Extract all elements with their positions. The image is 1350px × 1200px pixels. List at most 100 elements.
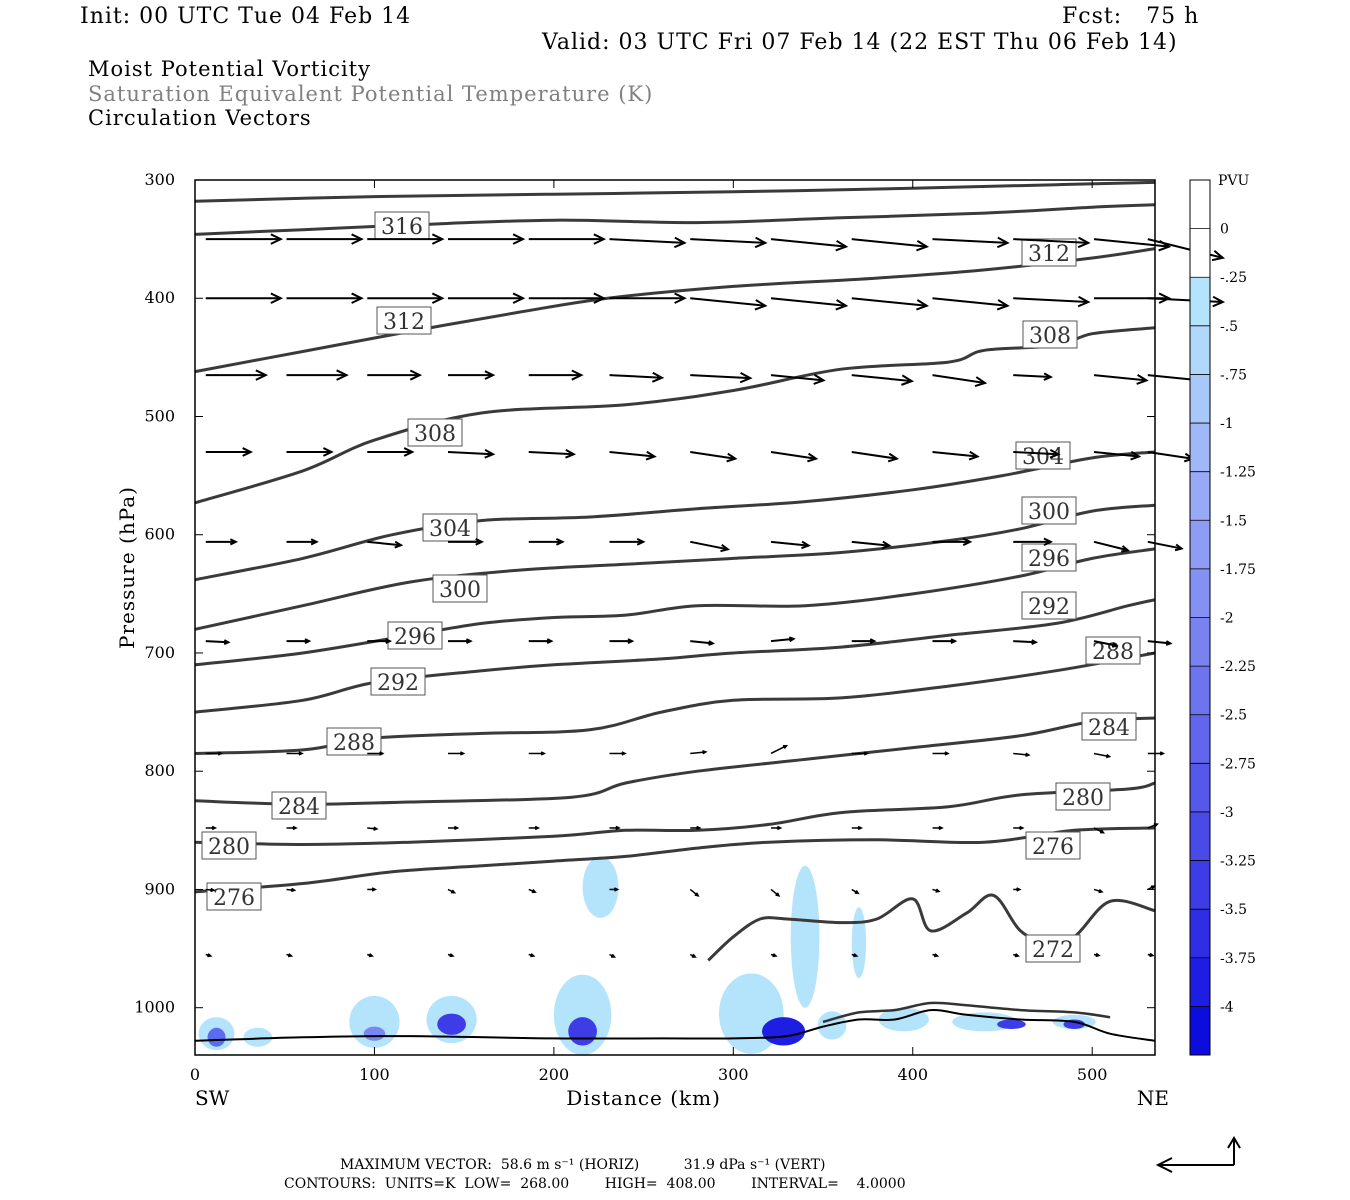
circulation-vectors (205, 233, 1226, 958)
vector-shaft (1013, 752, 1029, 756)
vector-head (1049, 449, 1061, 459)
vector-shaft (609, 374, 663, 379)
x-tick-label: 500 (1077, 1065, 1108, 1084)
x-tick-label: 100 (359, 1065, 390, 1084)
colorbar-segment (1190, 1006, 1210, 1055)
vector-shaft (1093, 238, 1170, 248)
contour-label-304: 304 (422, 513, 478, 542)
vector-head (901, 374, 915, 386)
contour-label-box (1025, 934, 1081, 963)
colorbar-tick-label: -3.75 (1220, 951, 1256, 967)
x-tick-label: 400 (897, 1065, 928, 1084)
contour-label-box (1025, 831, 1081, 860)
vector-head (854, 890, 860, 895)
vector-shaft (851, 374, 912, 383)
vector-head (453, 825, 460, 831)
vector-arrow (690, 540, 731, 553)
vector-arrow (609, 751, 627, 756)
vector-arrow (851, 953, 859, 958)
vector-shaft (690, 374, 751, 380)
vector-arrow (448, 537, 485, 546)
vector-head (1165, 640, 1173, 646)
contour-label-box (374, 211, 430, 240)
contour-label-text: 312 (1028, 242, 1070, 267)
contour-label-box (370, 667, 426, 696)
contour-label-text: 292 (377, 671, 419, 696)
vector-arrow (932, 825, 944, 831)
vector-arrow (205, 538, 239, 546)
colorbar: PVU 0 -.25 -.5 -.75 -1 -1.25 -1.5 -1.75 -2 -2.25 -2… (1189, 173, 1256, 1056)
colorbar-segment (1190, 763, 1210, 812)
vector-arrow (1013, 537, 1054, 546)
vector-head (394, 540, 404, 549)
pv-blob-6 (437, 1013, 466, 1035)
contour-label-text: 308 (1029, 324, 1071, 349)
vector-head (996, 299, 1010, 311)
vector-arrow (770, 888, 781, 897)
vector-head (627, 638, 635, 645)
vector-head (1031, 639, 1039, 645)
vector-arrow (205, 292, 284, 304)
valid-time: Valid: 03 UTC Fri 07 Feb 14 (22 EST Thu … (542, 30, 1178, 55)
vector-arrow (770, 953, 778, 958)
vector-head (270, 292, 284, 304)
vector-head (726, 452, 738, 463)
contour-label-box (201, 831, 257, 860)
colorbar-tick-label: -2.25 (1220, 659, 1256, 675)
vector-arrow (1013, 752, 1031, 757)
contour-line-312 (194, 247, 1156, 374)
vector-arrow (528, 825, 541, 831)
vector-shaft (690, 751, 706, 755)
vector-arrow (286, 292, 364, 304)
vector-arrow (528, 449, 577, 459)
colorbar-tick-label: -2 (1220, 611, 1234, 627)
vector-arrow (609, 537, 646, 546)
vector-head (593, 233, 607, 245)
vector-shaft (609, 238, 685, 244)
y-tick-label: 800 (144, 761, 175, 780)
contour-line-308 (194, 326, 1156, 505)
vector-head (754, 236, 768, 249)
vector-shaft (1093, 640, 1117, 647)
colorbar-unit: PVU (1218, 173, 1250, 189)
vector-head (530, 953, 536, 958)
vector-head (754, 299, 768, 311)
vector-head (1149, 952, 1155, 958)
max-vector-text: MAXIMUM VECTOR: 58.6 m s⁻¹ (HORIZ) 31.9 … (340, 1157, 826, 1173)
vector-arrow (932, 638, 958, 645)
vector-head (403, 447, 415, 457)
vector-head (287, 953, 294, 958)
vector-head (1099, 829, 1106, 834)
vector-arrow (1013, 887, 1022, 892)
colorbar-tick-label: -.75 (1220, 367, 1247, 383)
vector-arrow (528, 537, 565, 546)
vector-arrow (205, 887, 216, 893)
contour-label-box (1055, 782, 1111, 811)
ref-vert-arrow (1227, 1136, 1241, 1165)
pv-blob-8 (568, 1017, 597, 1046)
pv-blob-1 (207, 1027, 226, 1047)
pv-blob-14 (851, 907, 867, 979)
vector-head (210, 887, 216, 893)
vector-shaft (770, 637, 794, 643)
vector-head (938, 825, 944, 831)
contour-label-box (432, 574, 488, 603)
vector-shaft (770, 745, 787, 755)
contour-line-284 (194, 716, 1156, 806)
pv-blob-9 (582, 856, 619, 918)
vector-shaft (1013, 450, 1059, 456)
vector-head (835, 240, 849, 252)
vector-arrow (851, 374, 915, 386)
vector-arrow (609, 953, 617, 958)
vector-head (974, 376, 988, 388)
vector-arrow (609, 825, 621, 831)
vector-shaft (1013, 238, 1089, 244)
colorbar-segment (1190, 617, 1210, 667)
vector-head (775, 892, 781, 897)
vector-arrow (1093, 827, 1106, 834)
vector-head (431, 233, 445, 245)
vector-shaft (528, 450, 574, 456)
contour-label-272: 272 (1025, 934, 1081, 963)
contour-info-text: CONTOURS: UNITS=K LOW= 268.00 HIGH= 408.… (284, 1176, 906, 1192)
